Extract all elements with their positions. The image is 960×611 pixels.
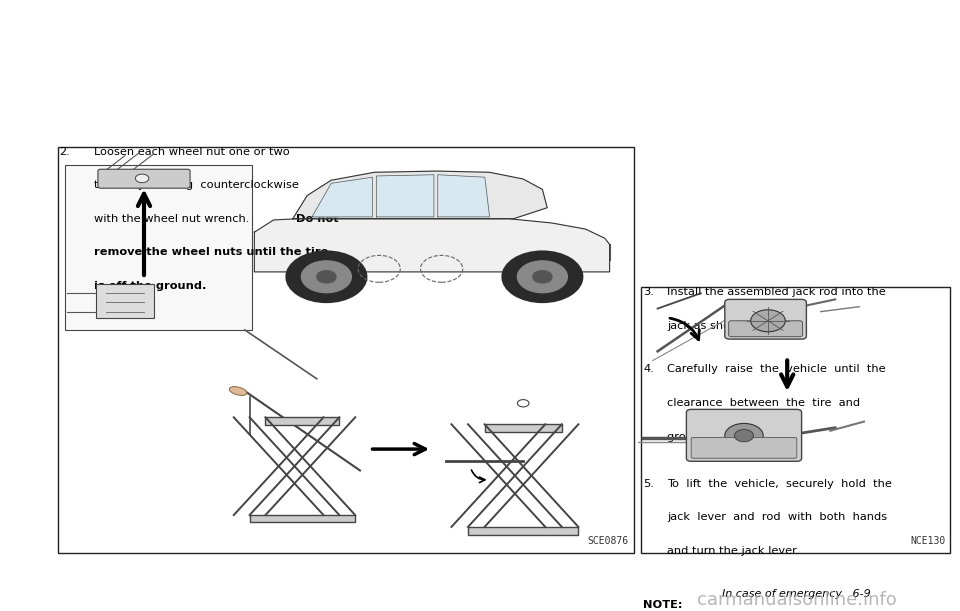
Text: jack as shown.: jack as shown.: [667, 321, 751, 331]
Text: with the wheel nut wrench.: with the wheel nut wrench.: [94, 214, 256, 224]
Circle shape: [502, 251, 583, 302]
Polygon shape: [312, 177, 372, 217]
Circle shape: [517, 400, 529, 407]
Circle shape: [751, 310, 785, 332]
Text: 4.: 4.: [643, 364, 654, 375]
Text: 5.: 5.: [643, 479, 654, 489]
Circle shape: [517, 261, 567, 293]
Polygon shape: [376, 175, 434, 217]
Bar: [265, 417, 340, 425]
Text: Loosen each wheel nut one or two: Loosen each wheel nut one or two: [94, 147, 290, 156]
Bar: [58, 147, 634, 553]
Circle shape: [301, 261, 351, 293]
Text: jack  lever  and  rod  with  both  hands: jack lever and rod with both hands: [667, 512, 887, 522]
Polygon shape: [438, 175, 490, 217]
Text: Do not: Do not: [296, 214, 338, 224]
Text: NCE130: NCE130: [910, 536, 946, 546]
Text: NOTE:: NOTE:: [643, 600, 683, 610]
Bar: [65, 165, 252, 330]
Text: Carefully  raise  the  vehicle  until  the: Carefully raise the vehicle until the: [667, 364, 886, 375]
Polygon shape: [254, 219, 610, 272]
FancyBboxPatch shape: [98, 169, 190, 188]
Bar: [485, 424, 562, 432]
Polygon shape: [293, 171, 547, 219]
Bar: [641, 287, 950, 553]
Text: SCE0876: SCE0876: [588, 536, 629, 546]
FancyBboxPatch shape: [686, 409, 802, 461]
Text: is off the ground.: is off the ground.: [94, 281, 206, 291]
Text: Install the assembled jack rod into the: Install the assembled jack rod into the: [667, 287, 886, 297]
Text: 2.: 2.: [60, 147, 70, 156]
Text: 3.: 3.: [643, 287, 654, 297]
Circle shape: [734, 430, 754, 442]
Text: ground is achieved.: ground is achieved.: [667, 431, 780, 442]
Text: carmanualsonline.info: carmanualsonline.info: [697, 591, 897, 609]
Text: To  lift  the  vehicle,  securely  hold  the: To lift the vehicle, securely hold the: [667, 479, 892, 489]
Text: In case of emergency   6-9: In case of emergency 6-9: [723, 589, 871, 599]
Text: turns  by  turning  counterclockwise: turns by turning counterclockwise: [94, 180, 299, 190]
Circle shape: [135, 174, 149, 183]
Circle shape: [317, 271, 336, 283]
FancyBboxPatch shape: [729, 321, 803, 337]
Bar: [96, 284, 154, 318]
Text: remove the wheel nuts until the tire: remove the wheel nuts until the tire: [94, 247, 328, 257]
Circle shape: [286, 251, 367, 302]
Ellipse shape: [229, 387, 247, 395]
Circle shape: [725, 423, 763, 448]
Bar: [250, 515, 355, 522]
Text: clearance  between  the  tire  and: clearance between the tire and: [667, 398, 860, 408]
Text: and turn the jack lever.: and turn the jack lever.: [667, 546, 800, 556]
Circle shape: [533, 271, 552, 283]
Bar: [468, 527, 578, 535]
FancyBboxPatch shape: [691, 437, 797, 458]
FancyBboxPatch shape: [725, 299, 806, 339]
